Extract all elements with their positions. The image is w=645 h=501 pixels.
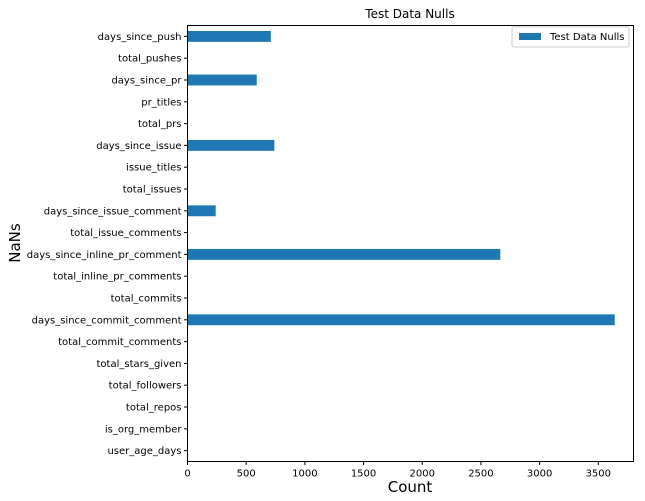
- bar-days-since-pr: [187, 74, 257, 86]
- y-tick-label-total-issues: total_issues: [123, 185, 182, 196]
- x-tick-label-500: 500: [237, 469, 256, 480]
- y-tick-label-days-since-commit-comment: days_since_commit_comment: [32, 315, 182, 326]
- bars-group: [187, 30, 615, 326]
- x-tick-label-2000: 2000: [410, 469, 435, 480]
- legend-box: [511, 26, 630, 48]
- x-tick-label-0: 0: [184, 469, 190, 480]
- y-tick-label-total-commit-comments: total_commit_comments: [58, 337, 181, 348]
- y-tick-label-days-since-inline-pr-comment: days_since_inline_pr_comment: [27, 250, 182, 261]
- bar-days-since-issue: [187, 139, 275, 151]
- y-tick-label-days-since-push: days_since_push: [98, 32, 182, 43]
- y-tick-label-total-followers: total_followers: [109, 381, 182, 392]
- x-axis-ticks: 0 500 1000 1500 2000 2500 3000 3500: [184, 461, 611, 480]
- y-tick-label-days-since-pr: days_since_pr: [111, 76, 182, 87]
- x-axis-label: Count: [388, 478, 433, 496]
- plot-frame: [187, 25, 634, 462]
- bar-days-since-commit-comment: [187, 314, 615, 326]
- y-tick-label-user-age-days: user_age_days: [107, 446, 181, 457]
- y-tick-label-issue-titles: issue_titles: [126, 163, 181, 174]
- bar-days-since-issue-comment: [187, 205, 216, 217]
- x-tick-label-2500: 2500: [468, 469, 493, 480]
- bar-days-since-push: [187, 30, 271, 42]
- x-tick-label-1500: 1500: [351, 469, 376, 480]
- legend: Test Data Nulls: [511, 26, 630, 48]
- y-tick-label-total-commits: total_commits: [111, 294, 182, 305]
- x-tick-label-3500: 3500: [586, 469, 611, 480]
- chart-title: Test Data Nulls: [364, 7, 454, 21]
- x-tick-label-1000: 1000: [292, 469, 317, 480]
- y-tick-label-is-org-member: is_org_member: [105, 424, 183, 435]
- y-tick-label-total-prs: total_prs: [138, 119, 182, 130]
- y-tick-label-total-issue-comments: total_issue_comments: [70, 228, 181, 239]
- bar-days-since-inline-pr-comment: [187, 248, 501, 260]
- y-tick-label-total-inline-pr-comments: total_inline_pr_comments: [53, 272, 181, 283]
- y-tick-label-total-pushes: total_pushes: [118, 54, 181, 65]
- y-tick-label-pr-titles: pr_titles: [141, 97, 181, 108]
- y-axis-label: NaNs: [6, 223, 24, 263]
- x-tick-label-3000: 3000: [527, 469, 552, 480]
- y-tick-label-days-since-issue-comment: days_since_issue_comment: [44, 206, 182, 217]
- legend-swatch: [519, 33, 541, 40]
- y-tick-label-total-stars-given: total_stars_given: [97, 359, 182, 370]
- y-tick-label-total-repos: total_repos: [126, 403, 182, 414]
- y-axis-ticks: user_age_days is_org_member total_repos tot…: [27, 32, 188, 457]
- legend-label: Test Data Nulls: [549, 32, 625, 43]
- y-tick-label-days-since-issue: days_since_issue: [96, 141, 181, 152]
